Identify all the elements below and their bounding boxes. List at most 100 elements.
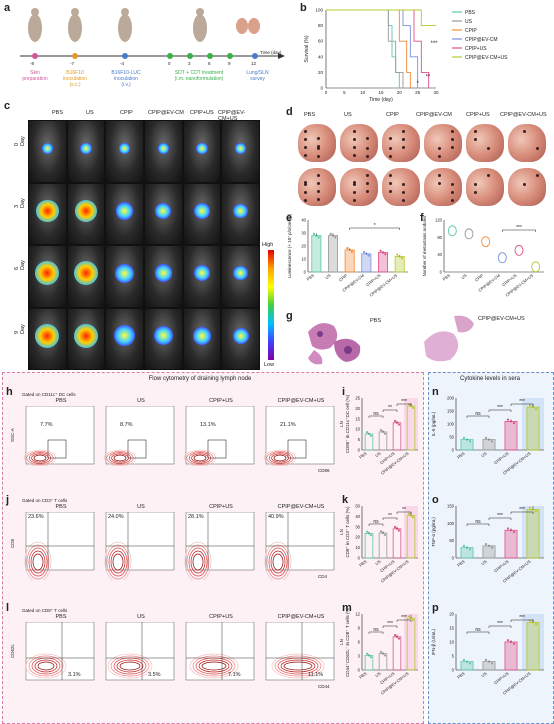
data-point: [512, 642, 516, 645]
sig-label: ns: [475, 519, 481, 525]
density-contour: [119, 661, 141, 671]
x-tick-label: CPIP+US: [493, 559, 510, 574]
flow-percentage: 13.1%: [200, 422, 216, 428]
data-point: [490, 440, 494, 443]
y-tick-label: 50: [449, 538, 454, 543]
data-point: [512, 530, 516, 534]
metastasis-nodule: [536, 147, 539, 150]
metastasis-nodule: [523, 183, 526, 186]
sig-bracket: [382, 625, 398, 628]
sig-bracket: [396, 619, 412, 622]
lung-photo: [340, 124, 378, 162]
timeline-day: -8: [30, 61, 35, 66]
flow-plot: CPIP@EV-CM+US 21.1% CD86: [258, 398, 336, 476]
metastasis-nodule: [451, 146, 454, 149]
density-contour: [113, 454, 127, 462]
legend-label: CPIP+US: [465, 46, 487, 52]
ivis-cell: [106, 308, 143, 369]
bioluminescence-spot: [233, 266, 248, 281]
lung-photo: [340, 168, 378, 206]
timeline-day: 9: [228, 61, 231, 66]
data-point: [393, 525, 397, 529]
lung-header: PBS US CPIP CPIP@EV-CM CPIP+US CPIP@EV-C…: [300, 112, 552, 122]
ivis-day-label: 6 Day: [14, 260, 26, 270]
highlight-band: [522, 506, 544, 558]
x-tick-label: PBS: [358, 671, 368, 680]
survival-line: [326, 9, 411, 88]
bar: [504, 641, 518, 671]
sig-bracket: [349, 227, 400, 230]
metastasis-nodule: [304, 146, 307, 149]
bar: [526, 406, 540, 451]
flow-plot-svg: [185, 622, 255, 681]
data-point: [512, 422, 516, 425]
ivis-col-label: CPIP+US: [190, 110, 214, 116]
y-tick-label: 60: [318, 39, 324, 44]
ivis-cell: [67, 308, 105, 369]
flow-plot-svg: [184, 406, 255, 467]
x-tick-label: PBS: [358, 559, 368, 568]
flow-plot-title: US: [137, 614, 145, 620]
data-point: [383, 432, 387, 435]
data-point: [362, 250, 366, 254]
lung-col-label: CPIP@EV-CM+US: [500, 112, 547, 118]
ivis-day-label: 0 Day: [14, 136, 26, 146]
bioluminescence-spot: [233, 203, 248, 218]
y-tick-label: 40: [437, 252, 442, 257]
density-contour: [193, 454, 207, 462]
bioluminescence-spot: [154, 264, 173, 283]
x-tick-label: 20: [397, 90, 403, 95]
bioluminescence-spot: [80, 142, 92, 154]
flow-percentage: 3.1%: [68, 672, 81, 678]
metastasis-nodule: [304, 183, 307, 186]
data-point: [506, 639, 510, 642]
metastasis-nodule: [353, 138, 356, 141]
lung-photo: [424, 168, 462, 206]
y-tick-label: 20: [355, 535, 360, 540]
mouse-icon: [118, 8, 132, 42]
x-tick-label: US: [324, 273, 332, 281]
nodules-svg: 0 40 80 120 Number of metastasis nodules PBS U…: [422, 215, 544, 298]
sig-label: ns: [475, 411, 481, 417]
x-tick-label: US: [480, 671, 488, 679]
mouse-icon: [193, 8, 207, 42]
data-point: [506, 527, 510, 530]
data-point: [465, 546, 469, 549]
y-tick-label: 5: [358, 437, 361, 442]
flow-percentage: 21.1%: [280, 422, 296, 428]
data-point: [409, 617, 413, 620]
flow-plot-title: CPIP@EV-CM+US: [277, 504, 325, 510]
density-contour: [186, 544, 210, 580]
data-point: [367, 432, 371, 436]
lung-photo: [382, 168, 420, 206]
data-point: [395, 635, 399, 638]
y-tick-label: 30: [355, 524, 360, 529]
sig-label: ***: [516, 225, 522, 231]
bioluminescence-spot: [115, 263, 135, 283]
panel-f-label: f: [420, 212, 424, 224]
data-point: [484, 543, 488, 546]
bioluminescence-spot: [35, 261, 60, 286]
density-contour: [110, 655, 150, 677]
x-tick-label: PBS: [456, 671, 466, 680]
data-point: [534, 510, 538, 513]
data-point: [484, 658, 488, 661]
metastasis-nodule: [451, 199, 454, 202]
metastasis-nodule: [304, 154, 307, 157]
gate-box: [127, 439, 147, 459]
metastasis-nodule: [317, 182, 320, 185]
density-contour: [107, 653, 153, 679]
density-contour: [264, 541, 292, 580]
lung-photo: [298, 124, 336, 162]
ivis-cell: [183, 121, 221, 182]
y-axis-label: TNF-α (pg/mL): [431, 517, 436, 547]
y-axis-label: LN: [339, 529, 344, 535]
density-contour: [116, 659, 144, 673]
highlight-band: [522, 614, 544, 670]
panel-k-label: k: [342, 494, 349, 506]
plot-frame: [25, 512, 95, 571]
metastasis-nodule: [438, 155, 441, 158]
y-tick-label: 6: [358, 640, 361, 645]
legend-label: PBS: [465, 10, 476, 16]
x-tick-label: US: [374, 451, 382, 459]
